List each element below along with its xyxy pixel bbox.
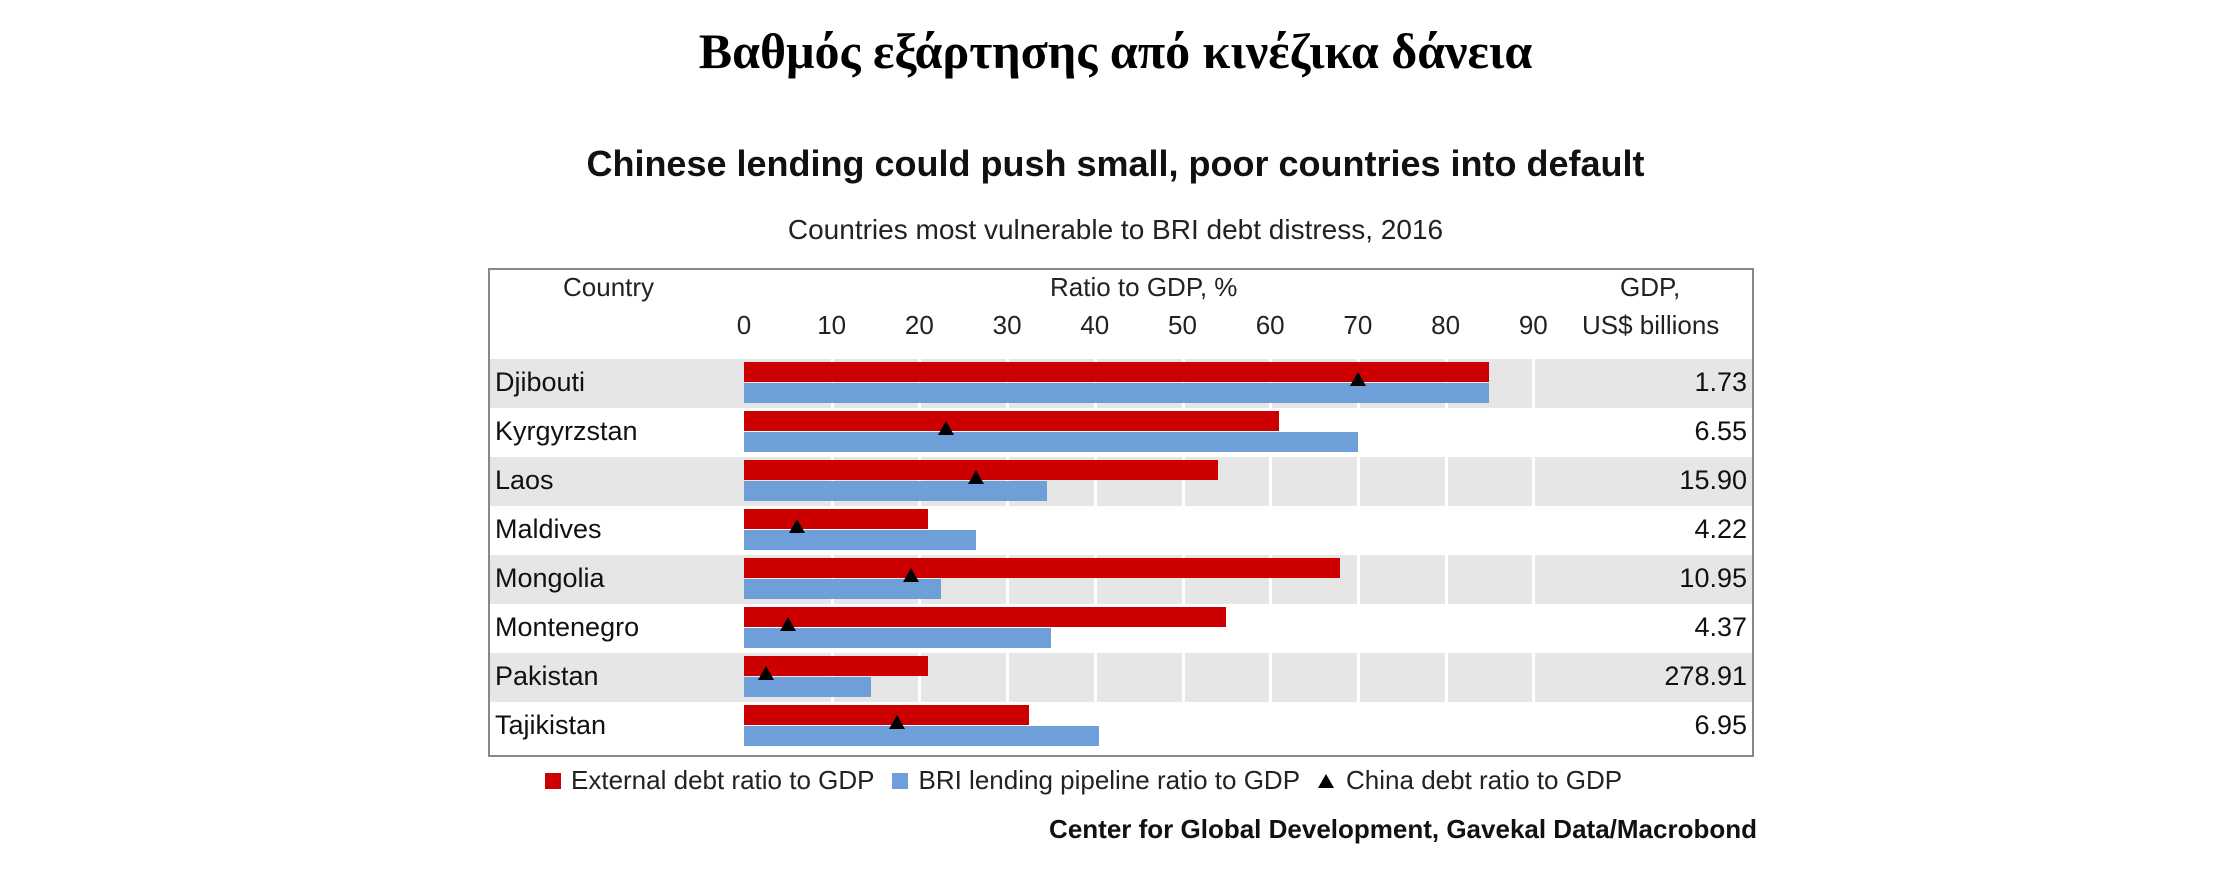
x-tick-label: 80 (1431, 310, 1461, 340)
external-debt-bar (744, 509, 929, 529)
column-header-ratio: Ratio to GDP, % (1050, 272, 1238, 302)
legend-item-external-debt: External debt ratio to GDP (545, 765, 874, 796)
gdp-value: 10.95 (1679, 563, 1747, 593)
bri-lending-bar (744, 481, 1047, 501)
legend-swatch-external-debt (545, 772, 561, 789)
x-tick-label: 10 (817, 310, 847, 340)
china-debt-marker (937, 421, 954, 435)
gridline (1444, 358, 1448, 753)
external-debt-bar (744, 362, 1490, 382)
legend-swatch-bri-lending (892, 772, 909, 789)
column-header-country: Country (563, 272, 655, 302)
external-debt-bar (744, 607, 1227, 627)
china-debt-marker (757, 666, 774, 680)
bri-lending-bar (744, 432, 1358, 452)
external-debt-bar (744, 656, 929, 676)
bri-lending-bar (744, 383, 1490, 403)
x-tick-label: 40 (1080, 310, 1110, 340)
gridline (1093, 358, 1097, 753)
column-header-gdp-line1: GDP, (1620, 272, 1681, 302)
legend-label-bri-lending: BRI lending pipeline ratio to GDP (918, 765, 1301, 795)
china-debt-marker (779, 617, 796, 631)
gdp-value: 1.73 (1694, 367, 1747, 397)
gridline (1181, 358, 1185, 753)
country-label: Mongolia (495, 563, 605, 593)
legend-item-bri-lending: BRI lending pipeline ratio to GDP (892, 765, 1300, 796)
gdp-value: 4.22 (1694, 514, 1747, 544)
bri-lending-bar (744, 726, 1100, 746)
row-background (490, 506, 1752, 555)
country-label: Kyrgyrzstan (495, 416, 638, 446)
gridline (1006, 358, 1010, 753)
gdp-value: 4.37 (1694, 612, 1747, 642)
column-header-gdp-line2: US$ billions (1582, 310, 1720, 340)
china-debt-marker (889, 715, 906, 729)
gdp-value: 15.90 (1679, 465, 1747, 495)
x-tick-label: 50 (1168, 310, 1197, 340)
legend-item-china-debt: China debt ratio to GDP (1318, 765, 1622, 796)
china-debt-marker (968, 470, 985, 484)
china-debt-marker (902, 568, 919, 582)
x-tick-label: 0 (736, 310, 752, 340)
x-tick-label: 30 (992, 310, 1022, 340)
gridline (1269, 358, 1273, 753)
bri-lending-bar (744, 579, 942, 599)
chart-title: Chinese lending could push small, poor c… (586, 143, 1645, 184)
gridline (1356, 358, 1360, 753)
bri-lending-bar (744, 530, 977, 550)
x-tick-label: 90 (1518, 310, 1548, 340)
gridline (1532, 358, 1536, 753)
chart-subtitle: Countries most vulnerable to BRI debt di… (787, 214, 1444, 245)
country-label: Djibouti (495, 367, 586, 397)
bri-lending-bar (744, 628, 1051, 648)
china-debt-marker (788, 519, 805, 533)
gdp-value: 6.55 (1694, 416, 1747, 446)
legend-label-china-debt: China debt ratio to GDP (1346, 765, 1623, 795)
legend-triangle-icon (1318, 773, 1335, 788)
x-tick-label: 60 (1255, 310, 1285, 340)
row-background (490, 702, 1752, 751)
gridline (830, 358, 834, 753)
page-heading: Βαθμός εξάρτησης από κινέζικα δάνεια (698, 23, 1533, 79)
legend-label-external-debt: External debt ratio to GDP (571, 765, 875, 795)
external-debt-bar (744, 558, 1341, 578)
china-debt-marker (1349, 372, 1366, 386)
external-debt-bar (744, 411, 1279, 431)
legend: External debt ratio to GDP BRI lending p… (545, 765, 1640, 796)
country-label: Tajikistan (495, 710, 607, 740)
country-label: Pakistan (495, 661, 599, 691)
country-label: Maldives (495, 514, 602, 544)
x-tick-label: 20 (904, 310, 934, 340)
gdp-value: 278.91 (1664, 661, 1747, 691)
gdp-value: 6.95 (1694, 710, 1747, 740)
row-background (490, 653, 1752, 702)
gridline (918, 358, 922, 753)
bri-lending-bar (744, 677, 872, 697)
x-tick-label: 70 (1343, 310, 1373, 340)
source-note: Center for Global Development, Gavekal D… (1049, 814, 1757, 844)
country-label: Montenegro (495, 612, 640, 642)
external-debt-bar (744, 705, 1030, 725)
country-label: Laos (495, 465, 554, 495)
